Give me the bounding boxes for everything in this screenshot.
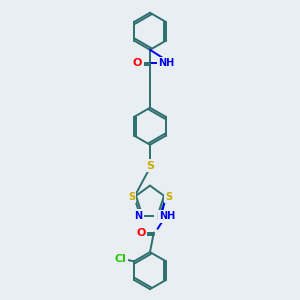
Text: NH: NH xyxy=(158,58,174,68)
Text: O: O xyxy=(133,58,142,68)
Text: S: S xyxy=(146,161,154,171)
Text: N: N xyxy=(156,212,164,222)
Text: S: S xyxy=(165,192,172,202)
Text: N: N xyxy=(134,211,142,221)
Text: NH: NH xyxy=(159,212,175,221)
Text: O: O xyxy=(137,228,146,238)
Text: S: S xyxy=(128,192,135,202)
Text: Cl: Cl xyxy=(115,254,127,263)
